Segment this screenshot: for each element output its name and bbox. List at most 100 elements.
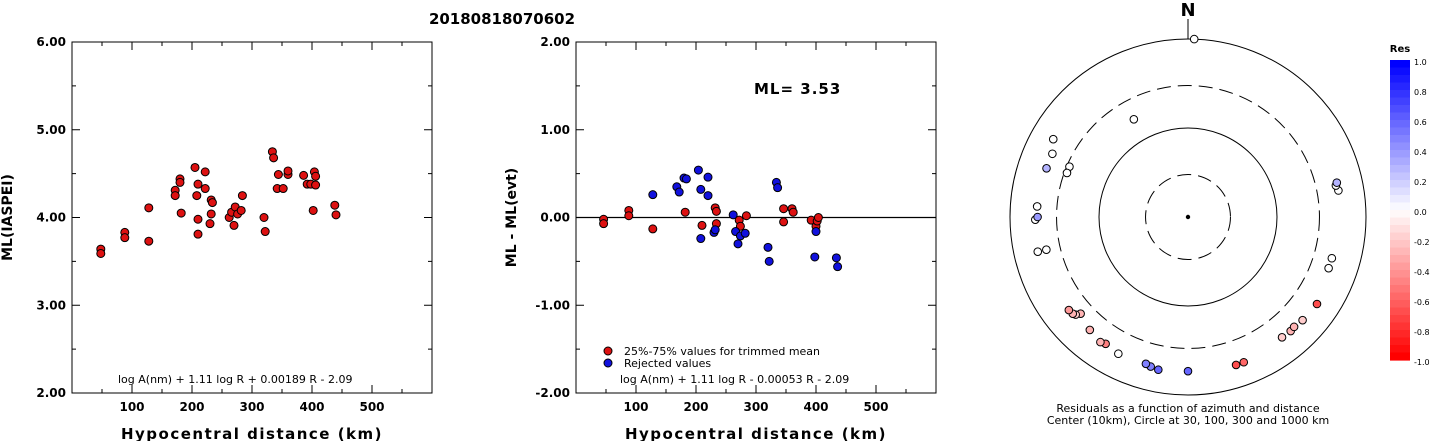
panel0-y-tick-label: 5.00: [36, 123, 66, 137]
page-title: 20180818070602: [429, 10, 575, 28]
polar-circle-100km: [1098, 127, 1278, 307]
panel1-legend-marker: [603, 346, 613, 356]
panel1-series0-point: [624, 211, 634, 221]
panel0-y-tick-label: 3.00: [36, 298, 66, 312]
panel1-legend-marker: [603, 358, 613, 368]
colorbar-segment: [1390, 67, 1410, 76]
station-marker: [1332, 178, 1342, 187]
panel1-series0-point: [779, 217, 789, 227]
panel0-series0-point: [260, 227, 270, 237]
colorbar-segment: [1390, 315, 1410, 324]
colorbar-segment: [1390, 90, 1410, 99]
panel1-series0-point: [697, 220, 707, 230]
station-marker: [1141, 359, 1151, 369]
panel1-legend-label: Rejected values: [624, 357, 711, 370]
colorbar-tick-label: -0.2: [1414, 238, 1430, 247]
colorbar-tick-label: -1.0: [1414, 358, 1430, 367]
panel0-series0-point: [144, 203, 154, 213]
panel1-series1-point: [703, 191, 713, 201]
panel0-series0-point: [229, 220, 239, 230]
panel1-y-tick-label: -1.00: [535, 298, 570, 312]
colorbar-segment: [1390, 232, 1410, 241]
colorbar-segment: [1390, 247, 1410, 256]
station-marker: [1183, 366, 1193, 376]
panel1-series1-point: [696, 234, 706, 244]
panel0-series0-point: [259, 213, 269, 222]
colorbar-tick-label: 1.0: [1414, 58, 1427, 67]
panel0-series0-point: [200, 184, 210, 194]
colorbar-title: Res: [1390, 44, 1410, 55]
colorbar-tick-label: -0.6: [1414, 298, 1430, 307]
colorbar-segment: [1390, 285, 1410, 294]
panel0-series0-point: [190, 162, 200, 172]
colorbar-segment: [1390, 322, 1410, 331]
colorbar-segment: [1390, 60, 1410, 69]
polar-caption-line1: Residuals as a function of azimuth and d…: [1056, 402, 1319, 415]
panel0-y-tick-label: 6.00: [36, 35, 66, 49]
colorbar-segment: [1390, 210, 1410, 219]
panel0-frame: [71, 41, 433, 394]
station-marker: [1129, 114, 1139, 124]
station-marker: [1096, 337, 1105, 347]
panel1-x-tick-label: 200: [683, 400, 708, 414]
colorbar-segment: [1390, 202, 1410, 211]
station-marker: [1033, 212, 1042, 222]
panel1-series1-point: [811, 227, 821, 237]
station-marker: [1289, 322, 1299, 332]
panel0-series0-point: [176, 208, 186, 218]
colorbar-tick-label: 0.2: [1414, 178, 1427, 187]
station-marker: [1114, 349, 1123, 359]
colorbar-tick-label: 0.8: [1414, 88, 1427, 97]
panel1-series1-point: [648, 190, 658, 200]
colorbar-segment: [1390, 180, 1410, 189]
colorbar-segment: [1390, 292, 1410, 301]
colorbar-segment: [1390, 300, 1410, 309]
panel1-series1-point: [773, 183, 783, 193]
panel0-series0-point: [237, 191, 247, 201]
colorbar-segment: [1390, 277, 1410, 286]
panel1-series1-point: [833, 262, 843, 272]
panel1-x-tick-label: 100: [623, 400, 648, 414]
colorbar-segment: [1390, 172, 1410, 181]
panel0-series0-point: [193, 229, 203, 239]
panel1-series0-point: [779, 204, 789, 214]
panel0-x-axis-label: Hypocentral distance (km): [121, 425, 383, 441]
panel0-series0-point: [299, 170, 309, 180]
panel1-series1-point: [810, 252, 820, 262]
colorbar-segment: [1390, 330, 1410, 339]
station-marker: [1277, 333, 1287, 342]
panel0-series0-point: [278, 184, 288, 194]
colorbar-segment: [1390, 240, 1410, 249]
colorbar-segment: [1390, 165, 1410, 174]
station-marker: [1062, 168, 1072, 178]
panel1-legend-label: 25%-75% values for trimmed mean: [624, 345, 820, 358]
colorbar-segment: [1390, 112, 1410, 121]
panel1-y-tick-label: 0.00: [540, 211, 570, 225]
panel1-series1-point: [696, 184, 706, 194]
polar-caption-line2: Center (10km), Circle at 30, 100, 300 an…: [1047, 414, 1329, 427]
station-marker: [1189, 34, 1199, 44]
colorbar-segment: [1390, 150, 1410, 159]
panel1-x-axis-label: Hypocentral distance (km): [625, 425, 887, 441]
station-marker: [1048, 134, 1058, 144]
colorbar-segment: [1390, 135, 1410, 144]
panel1-series1-point: [674, 187, 684, 197]
colorbar-tick-label: 0.4: [1414, 148, 1427, 157]
polar-circle-300km: [1056, 85, 1320, 349]
colorbar-segment: [1390, 142, 1410, 151]
panel0-series0-point: [192, 191, 202, 201]
panel0-x-tick-label: 100: [119, 400, 144, 414]
panel1-y-tick-label: 2.00: [540, 35, 570, 49]
panel1-series0-point: [680, 207, 690, 217]
station-marker: [1032, 202, 1042, 211]
colorbar-segment: [1390, 337, 1410, 346]
colorbar-tick-label: 0.6: [1414, 118, 1427, 127]
panel0-series0-point: [308, 205, 318, 215]
colorbar-segment: [1390, 120, 1410, 129]
panel1-series1-point: [764, 256, 774, 266]
panel0-formula: log A(nm) + 1.11 log R + 0.00189 R - 2.0…: [118, 373, 352, 386]
panel1-series1-point: [710, 225, 720, 235]
panel1-formula: log A(nm) + 1.11 log R - 0.00053 R - 2.0…: [620, 373, 849, 386]
